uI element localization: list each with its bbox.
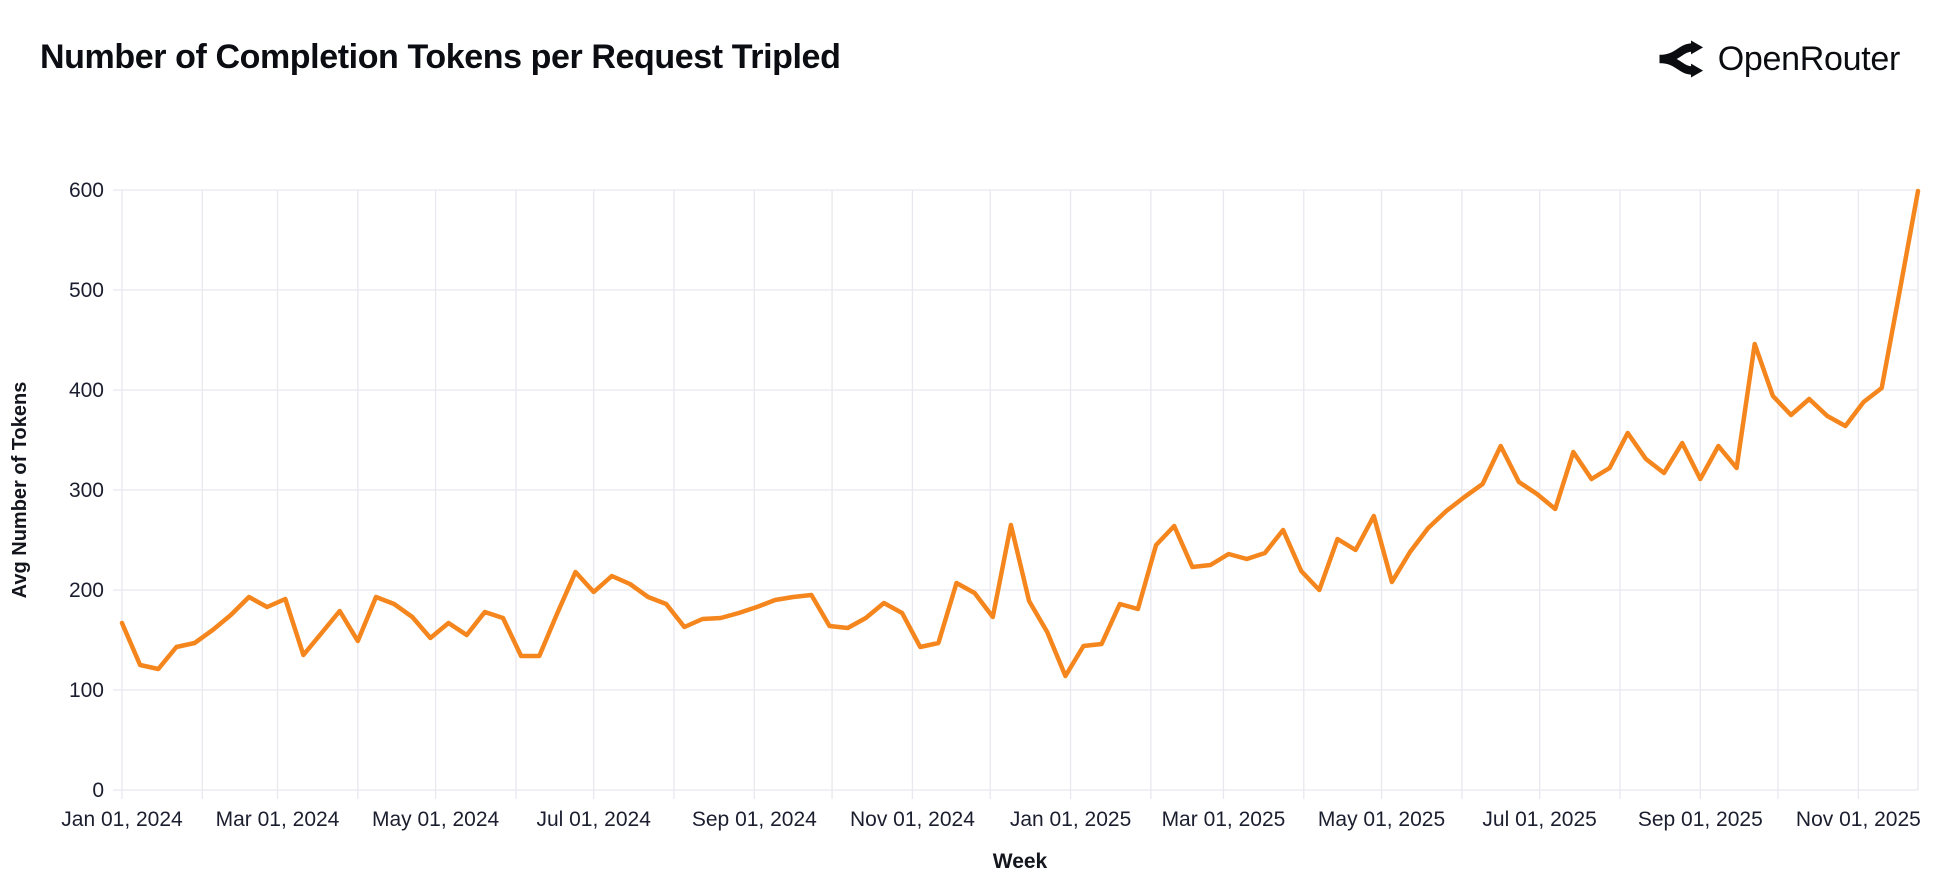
x-tick-labels: Jan 01, 2024 Mar 01, 2024 May 01, 2024 Jul … <box>61 808 1921 831</box>
x-axis-title: Week <box>993 850 1048 873</box>
y-gridlines <box>113 189 1918 791</box>
svg-text:Sep 01, 2025: Sep 01, 2025 <box>1638 808 1763 831</box>
svg-text:0: 0 <box>92 779 104 802</box>
svg-text:600: 600 <box>69 179 104 202</box>
svg-text:Avg Number of Tokens: Avg Number of Tokens <box>9 382 31 599</box>
y-axis-title: Avg Number of Tokens <box>9 382 31 599</box>
svg-text:Sep 01, 2024: Sep 01, 2024 <box>692 808 817 831</box>
svg-text:100: 100 <box>69 679 104 702</box>
series-line <box>119 188 1921 679</box>
svg-text:Jul 01, 2025: Jul 01, 2025 <box>1482 808 1596 831</box>
svg-text:200: 200 <box>69 579 104 602</box>
svg-text:Nov 01, 2024: Nov 01, 2024 <box>850 808 975 831</box>
openrouter-icon <box>1654 38 1704 80</box>
svg-text:400: 400 <box>69 379 104 402</box>
brand-logo: OpenRouter <box>1654 38 1900 80</box>
svg-text:Week: Week <box>993 850 1048 873</box>
svg-text:300: 300 <box>69 479 104 502</box>
svg-text:May 01, 2025: May 01, 2025 <box>1318 808 1445 831</box>
x-gridlines <box>121 190 1919 799</box>
svg-text:Jan 01, 2024: Jan 01, 2024 <box>61 808 183 831</box>
svg-text:Jan 01, 2025: Jan 01, 2025 <box>1010 808 1131 831</box>
brand-name: OpenRouter <box>1717 39 1901 78</box>
svg-text:May 01, 2024: May 01, 2024 <box>372 808 500 831</box>
svg-text:Jul 01, 2024: Jul 01, 2024 <box>536 808 651 831</box>
y-tick-labels: 0 100 200 300 400 500 600 <box>69 179 104 802</box>
svg-text:Mar 01, 2025: Mar 01, 2025 <box>1162 808 1286 831</box>
svg-text:Mar 01, 2024: Mar 01, 2024 <box>216 808 340 831</box>
page-title: Number of Completion Tokens per Request … <box>40 38 841 76</box>
svg-text:500: 500 <box>69 279 104 302</box>
svg-text:Nov 01, 2025: Nov 01, 2025 <box>1796 808 1921 831</box>
